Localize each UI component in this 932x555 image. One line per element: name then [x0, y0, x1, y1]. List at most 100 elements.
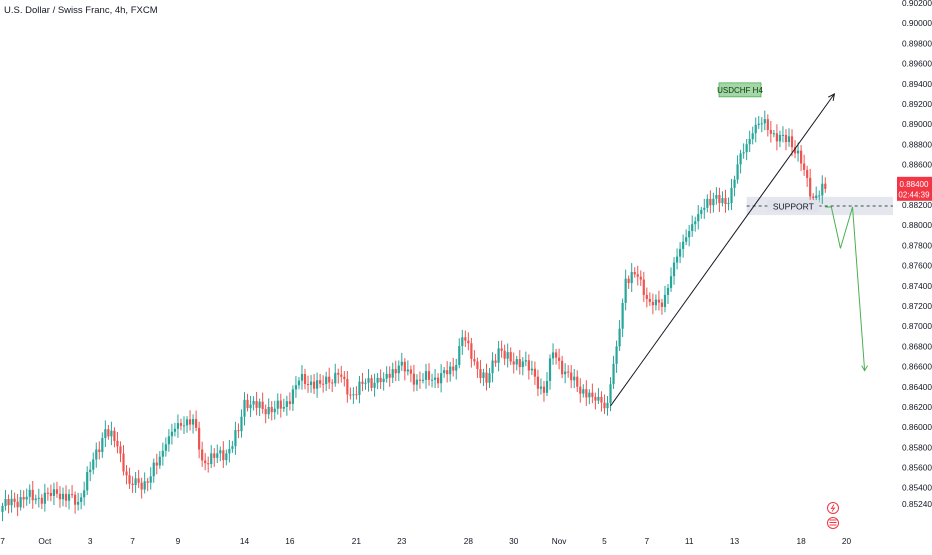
candle-body — [663, 294, 667, 307]
candle-body — [43, 492, 46, 504]
candle-body — [548, 358, 552, 381]
candle-body — [636, 274, 639, 277]
candle-body — [633, 272, 636, 275]
candle-body — [455, 364, 458, 371]
x-tick-label: 30 — [509, 536, 519, 546]
candle-body — [503, 350, 506, 359]
candle-body — [539, 386, 543, 389]
candle-body — [800, 150, 803, 164]
annotation-label: USDCHF H4 — [717, 86, 763, 95]
candle-body — [249, 404, 252, 409]
candle-body — [821, 183, 824, 196]
x-tick-label: 7 — [0, 536, 5, 546]
candle-body — [524, 360, 527, 362]
y-tick-label: 0.89400 — [902, 79, 932, 89]
candle-body — [418, 379, 422, 381]
candle-body — [46, 492, 49, 494]
candle-body — [7, 499, 10, 506]
candle-body — [551, 352, 555, 359]
candle-body — [37, 497, 40, 499]
candle-body — [645, 294, 648, 299]
candle-body — [279, 400, 282, 409]
candle-body — [143, 481, 146, 490]
x-tick-label: 28 — [464, 536, 474, 546]
candle-body — [694, 221, 697, 225]
y-tick-label: 0.86400 — [902, 382, 932, 392]
candle-body — [125, 471, 128, 476]
candle-body — [388, 373, 391, 378]
candle-body — [458, 346, 461, 365]
y-tick-label: 0.89000 — [902, 119, 932, 129]
candle-body — [606, 402, 609, 409]
projection-path[interactable] — [825, 206, 866, 371]
candle-body — [609, 384, 612, 403]
candle-body — [364, 382, 367, 384]
candle-body — [252, 400, 255, 405]
candle-body — [697, 214, 700, 222]
candle-body — [406, 369, 409, 372]
candle-body — [28, 489, 31, 497]
candle-body — [709, 198, 712, 206]
candle-body — [509, 352, 512, 362]
candle-body — [113, 430, 116, 441]
candle-body — [594, 396, 597, 401]
candle-body — [479, 369, 482, 379]
candle-body — [325, 376, 328, 385]
candle-body — [237, 430, 240, 432]
y-tick-label: 0.90000 — [902, 18, 932, 28]
candle-body — [621, 302, 624, 329]
candle-body — [4, 499, 7, 506]
candle-body — [754, 124, 757, 134]
candle-body — [403, 361, 406, 372]
y-tick-label: 0.88600 — [902, 160, 932, 170]
candle-body — [264, 408, 267, 415]
x-tick-label: 18 — [796, 536, 806, 546]
candle-body — [385, 373, 388, 379]
candle-body — [545, 380, 549, 393]
candle-body — [554, 352, 558, 358]
candle-body — [518, 359, 521, 368]
candle-body — [309, 381, 313, 385]
candle-body — [437, 377, 440, 384]
candle-body — [745, 144, 748, 153]
candle-body — [131, 483, 134, 486]
candle-body — [409, 369, 412, 374]
candle-body — [521, 361, 524, 368]
candle-body — [494, 360, 497, 363]
candle-body — [415, 379, 419, 385]
candle-body — [530, 368, 533, 371]
candle-body — [721, 198, 724, 204]
y-tick-label: 0.88000 — [902, 220, 932, 230]
candle-body — [627, 278, 630, 284]
candle-body — [588, 392, 591, 398]
candle-body — [615, 346, 618, 364]
candle-body — [255, 400, 258, 408]
candle-body — [370, 378, 373, 388]
candle-body — [533, 368, 536, 377]
candle-body — [433, 377, 437, 380]
candle-body — [803, 163, 806, 170]
candle-body — [751, 133, 754, 140]
candle-body — [506, 352, 509, 359]
candle-body — [322, 383, 325, 385]
candle-body — [394, 369, 397, 374]
candle-body — [340, 374, 343, 377]
candle-body — [164, 444, 167, 451]
last-price-tag — [897, 176, 932, 201]
candle-body — [119, 446, 122, 454]
x-tick-label: 13 — [730, 536, 740, 546]
y-tick-label: 0.86600 — [902, 362, 932, 372]
candle-body — [303, 374, 307, 385]
candle-body — [270, 407, 273, 413]
candle-body — [440, 373, 443, 384]
candle-body — [188, 419, 192, 425]
candle-body — [74, 494, 77, 505]
candle-body — [397, 365, 400, 374]
trendline[interactable] — [610, 93, 835, 407]
candle-body — [319, 380, 322, 384]
candle-body — [101, 438, 104, 453]
candle-body — [207, 463, 210, 465]
candle-body — [379, 377, 382, 383]
